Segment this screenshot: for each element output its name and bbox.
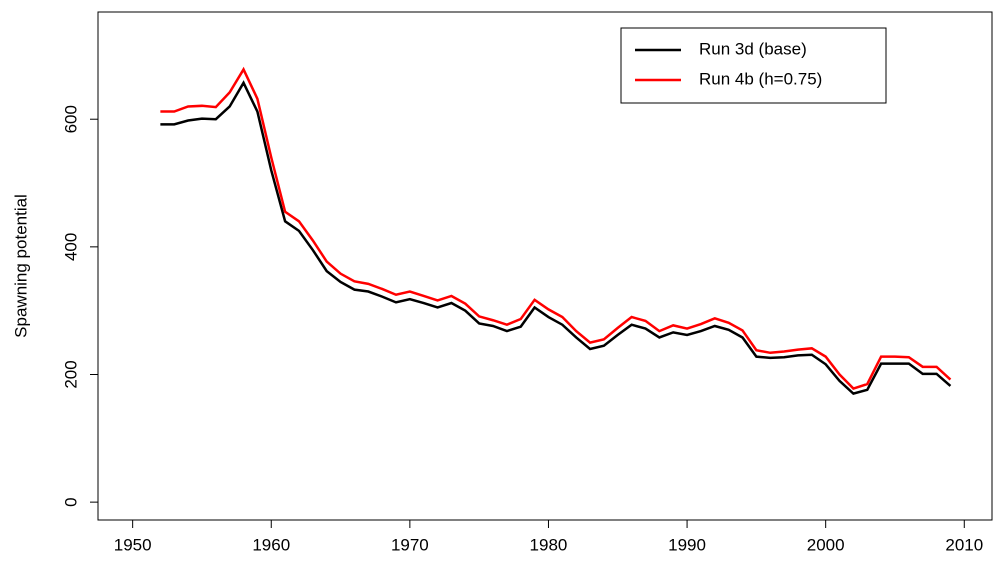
y-tick-label: 600 xyxy=(61,105,80,133)
plot-frame xyxy=(97,11,993,521)
x-tick-label: 2000 xyxy=(807,535,845,554)
x-tick-label: 1990 xyxy=(668,535,706,554)
x-tick-label: 2010 xyxy=(945,535,983,554)
x-tick-label: 1960 xyxy=(252,535,290,554)
y-tick-label: 200 xyxy=(61,360,80,388)
legend-label: Run 3d (base) xyxy=(699,39,807,58)
y-axis-label: Spawning potential xyxy=(11,194,30,338)
legend-label: Run 4b (h=0.75) xyxy=(699,69,822,88)
x-tick-label: 1980 xyxy=(530,535,568,554)
series-line xyxy=(160,80,952,396)
legend-box xyxy=(620,27,887,104)
x-tick-label: 1970 xyxy=(391,535,429,554)
series-line xyxy=(160,66,952,390)
y-tick-label: 0 xyxy=(61,497,80,506)
x-tick-label: 1950 xyxy=(114,535,152,554)
y-tick-label: 400 xyxy=(61,233,80,261)
